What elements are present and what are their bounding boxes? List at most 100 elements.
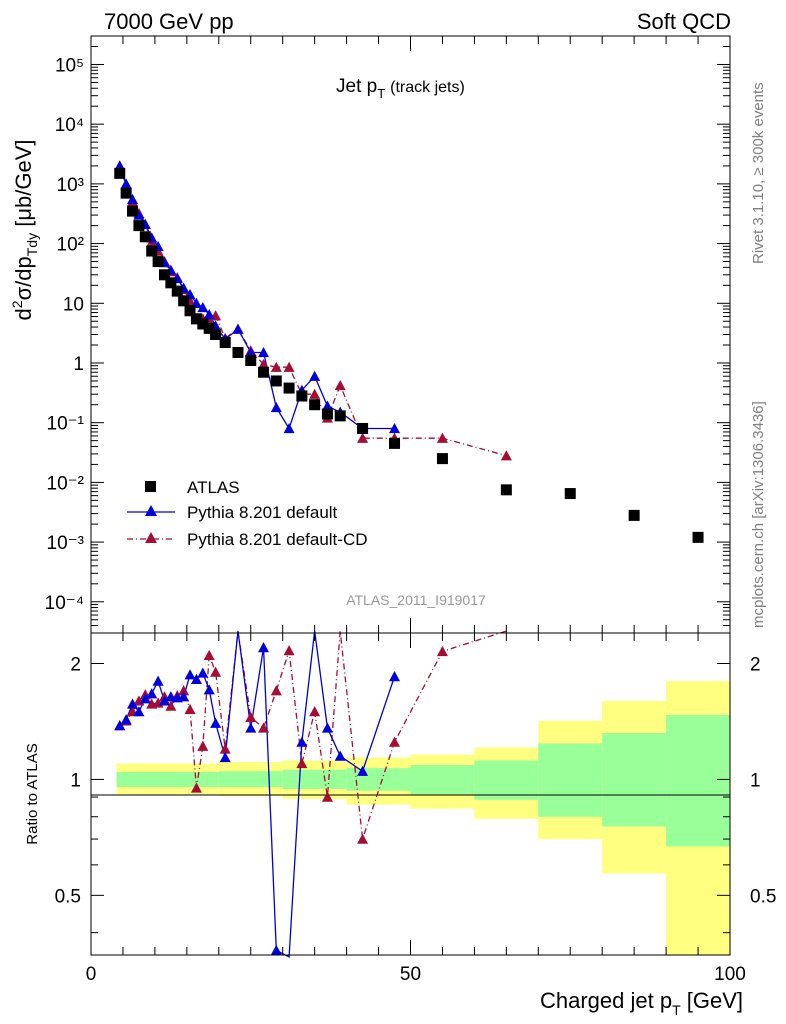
ratio-cd-point [436, 645, 448, 657]
legend-label-pythia-default: Pythia 8.201 default [187, 503, 338, 522]
ratio-cd-point [283, 645, 295, 656]
mc-default-point [270, 401, 282, 413]
atlas-point [692, 531, 704, 543]
legend-marker-pythia-default [145, 505, 157, 516]
ratio-default-point [139, 693, 151, 704]
ratio-default-point [258, 642, 270, 653]
uncertainty-band-inner [666, 714, 730, 847]
category-label: Soft QCD [637, 9, 731, 34]
atlas-point [139, 231, 151, 243]
ratio-cd-line [119, 630, 507, 840]
mc-cd-point [357, 432, 369, 443]
legend-label-pythia-cd: Pythia 8.201 default-CD [187, 530, 368, 549]
ratio-default-point [321, 722, 333, 733]
ratio-default-point [165, 691, 177, 702]
uncertainty-bands [116, 681, 730, 955]
x-axis-label-sub: T [672, 1002, 681, 1018]
atlas-point [120, 187, 132, 199]
ratio-default-point [158, 695, 170, 706]
ratio-default-point [190, 673, 202, 684]
uncertainty-band-inner [218, 771, 283, 788]
mc-default-point [321, 400, 333, 411]
uncertainty-band-inner [282, 769, 347, 789]
ratio-default-point [178, 691, 190, 702]
main-y-tick-label: 10⁵ [55, 55, 84, 76]
main-y-tick-label: 10⁻² [47, 473, 85, 494]
main-y-tick-label: 10⁻¹ [47, 414, 85, 435]
ratio-cd-point [219, 743, 231, 754]
ratio-cd-point [389, 736, 401, 747]
ratio-cd-point [190, 782, 202, 793]
atlas-point [296, 390, 308, 402]
main-plot-panel: 10⁻⁴ 10⁻³ 10⁻² 10⁻¹ 1 10 10² 10³ 10⁴ 10⁵ Jet pT (t… [9, 35, 731, 634]
mc-default-point [245, 346, 257, 358]
y-axis-label-sup: 2 [9, 300, 25, 308]
ratio-cd-point [245, 711, 257, 722]
ratio-default-point [133, 706, 145, 717]
ratio-cd-point [203, 649, 215, 661]
main-y-tick-label: 10 [63, 294, 84, 315]
atlas-point [133, 220, 145, 232]
ratio-default-point [270, 944, 282, 955]
atlas-point [245, 355, 257, 367]
ratio-default-point [296, 736, 308, 747]
atlas-point [436, 453, 448, 465]
legend-entry-pythia-default: Pythia 8.201 default [127, 503, 338, 522]
legend-marker-atlas [145, 481, 156, 492]
ratio-default-point [197, 667, 209, 678]
ratio-default-point [334, 750, 346, 761]
mc-default-point [120, 178, 132, 189]
mcplots-label: mcplots.cern.ch [arXiv:1306.3436] [750, 401, 767, 628]
ratio-x-tick-label: 100 [714, 964, 746, 985]
uncertainty-band-inner [602, 732, 667, 827]
atlas-point [283, 382, 295, 394]
ratio-cd-point [357, 833, 369, 844]
atlas-point [178, 295, 190, 307]
main-y-tick-label: 10³ [57, 175, 84, 196]
uncertainty-band-inner [116, 772, 219, 788]
mc-cd-point [283, 361, 295, 372]
atlas-point [564, 488, 576, 500]
atlas-point [203, 322, 215, 334]
mc-default-point [389, 422, 401, 434]
y-axis-label-unit: [μb/GeV] [11, 140, 36, 233]
mc-default-point [197, 301, 209, 313]
ratio-y-axis-label: Ratio to ATLAS [24, 743, 41, 844]
atlas-point [165, 277, 177, 289]
ratio-cd-point [270, 685, 282, 696]
plot-title-sub: T [377, 86, 385, 101]
uncertainty-band-inner [474, 760, 539, 800]
y-axis-label-sub: Tdy [24, 233, 40, 256]
atlas-point [158, 269, 170, 281]
ratio-cd-point [296, 757, 308, 769]
ratio-y-tick-label: 0.5 [55, 886, 81, 907]
mc-cd-line [119, 165, 507, 457]
atlas-point [146, 245, 158, 257]
atlas-point [321, 408, 333, 420]
ratio-cd-point [197, 740, 209, 751]
main-y-tick-label: 10⁴ [55, 115, 84, 136]
atlas-point [210, 329, 222, 340]
ratio-y-tick-label: 1 [70, 770, 81, 791]
ratio-default-point [245, 722, 257, 733]
mc-default-point [258, 346, 270, 358]
ratio-cd-point [321, 791, 333, 802]
ratio-series [114, 630, 507, 959]
main-y-tick-label: 10² [57, 235, 84, 256]
ratio-y-tick-label: 2 [70, 654, 81, 675]
mc-cd-point [500, 450, 512, 461]
main-plot-series [114, 160, 704, 543]
mc-default-point [127, 193, 139, 205]
ratio-default-point [114, 720, 126, 731]
rivet-label: Rivet 3.1.10, ≥ 300k events [750, 82, 767, 264]
atlas-point [258, 366, 270, 378]
ratio-ticks: 0.5 0.5 1 1 2 2 0 50 100 [55, 633, 776, 985]
legend-label-atlas: ATLAS [187, 478, 240, 497]
atlas-point [232, 346, 244, 358]
atlas-point [152, 256, 164, 268]
mc-default-line [119, 165, 395, 431]
mc-cd-point [258, 358, 270, 369]
ratio-default-point [184, 669, 196, 680]
atlas-point [500, 484, 512, 496]
